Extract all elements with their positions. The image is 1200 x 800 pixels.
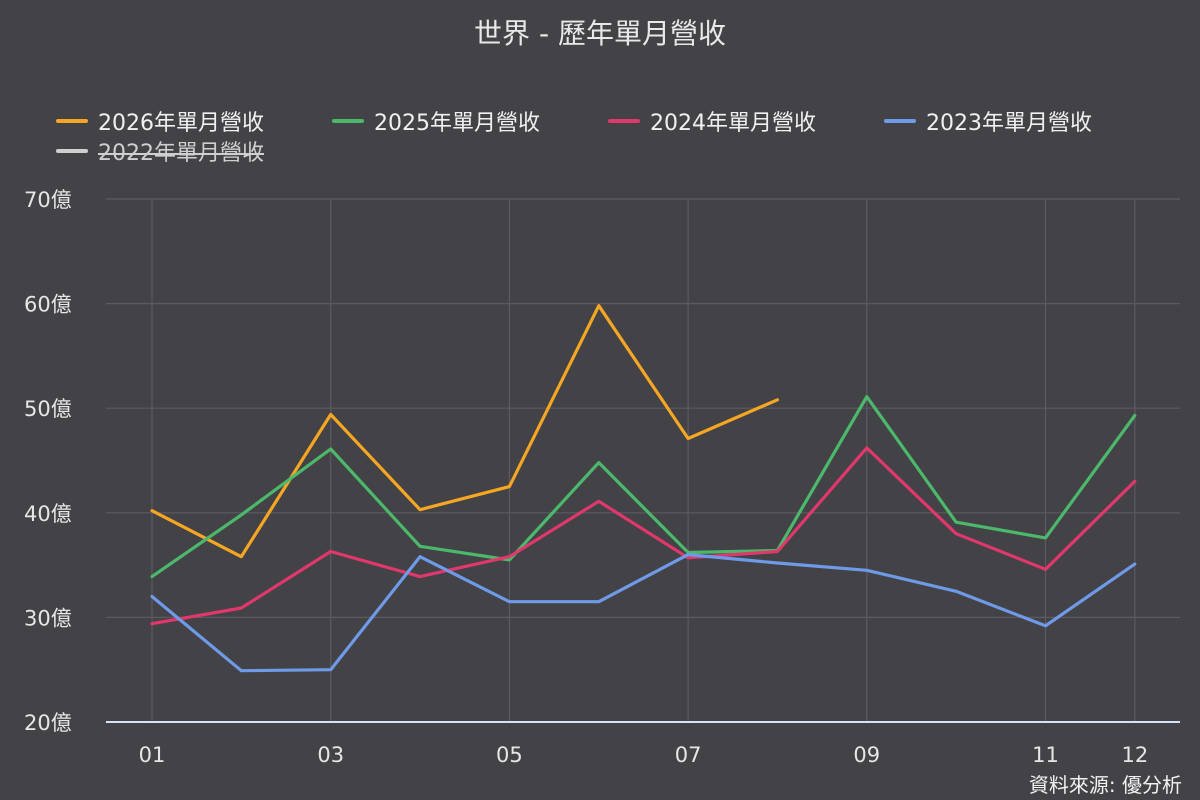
y-tick-label: 40億 [24, 502, 72, 526]
legend-label: 2026年單月營收 [98, 111, 264, 136]
x-tick-label: 12 [1121, 743, 1148, 767]
legend-swatch [56, 149, 88, 153]
legend-item-2022[interactable]: 2022年單月營收 [56, 134, 264, 168]
legend-swatch [56, 119, 88, 123]
legend-label: 2023年單月營收 [926, 111, 1092, 136]
chart-title: 世界 - 歷年單月營收 [474, 17, 726, 50]
x-tick-label: 05 [496, 743, 523, 767]
legend-swatch [608, 119, 640, 123]
y-tick-label: 50億 [24, 397, 72, 421]
legend-item-2024[interactable]: 2024年單月營收 [608, 104, 816, 138]
x-tick-label: 07 [675, 743, 702, 767]
series-line [150, 304, 779, 559]
series-line [150, 395, 1137, 579]
x-tick-label: 01 [139, 743, 166, 767]
x-tick-label: 03 [317, 743, 344, 767]
legend-item-2025[interactable]: 2025年單月營收 [332, 104, 540, 138]
y-tick-label: 20億 [24, 711, 72, 735]
legend-label: 2024年單月營收 [650, 111, 816, 136]
legend-item-2026[interactable]: 2026年單月營收 [56, 104, 264, 138]
legend-swatch [884, 119, 916, 123]
x-tick-label: 09 [853, 743, 880, 767]
legend-label: 2022年單月營收 [98, 141, 264, 166]
source-credit: 資料來源: 優分析 [1028, 773, 1182, 797]
legend-swatch [332, 119, 364, 123]
series-line [150, 446, 1137, 626]
x-tick-label: 11 [1032, 743, 1059, 767]
y-tick-label: 30億 [24, 606, 72, 630]
legend-label: 2025年單月營收 [374, 111, 540, 136]
legend-item-2023[interactable]: 2023年單月營收 [884, 104, 1092, 138]
y-tick-label: 60億 [24, 293, 72, 317]
y-tick-label: 70億 [24, 188, 72, 212]
series-line [150, 553, 1137, 673]
